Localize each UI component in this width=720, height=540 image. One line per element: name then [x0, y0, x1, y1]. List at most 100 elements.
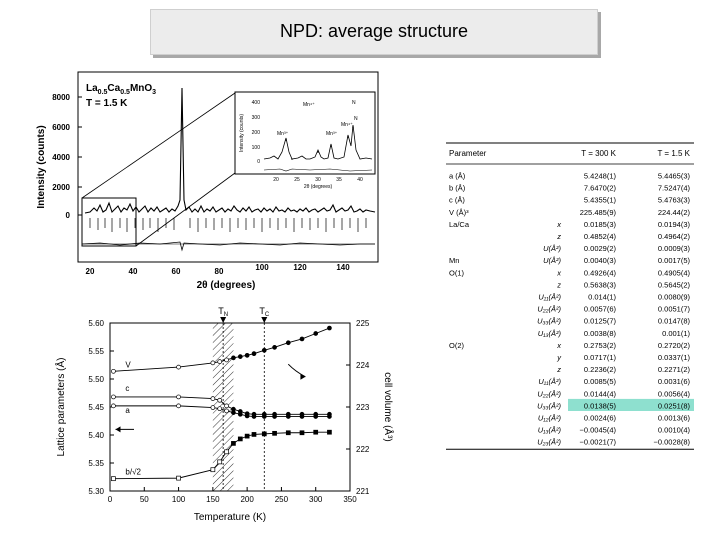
table-cell-1.5k: 0.001(1)	[662, 329, 690, 338]
marker-label: TN	[218, 306, 228, 318]
data-point	[299, 336, 305, 342]
data-point	[176, 403, 181, 409]
table-cell-300k: 0.2236(2)	[584, 365, 617, 374]
table-cell-300k: 0.014(1)	[588, 293, 616, 302]
table-cell-coord: z	[556, 365, 561, 374]
npd-inset: Intensity (counts) 400 300 200 100 0 20 …	[234, 91, 376, 190]
table-header: Parameter	[449, 149, 487, 158]
table-cell-coord: U₃₃(Å²)	[537, 401, 561, 410]
table-cell-coord: z	[556, 280, 561, 289]
data-point	[237, 411, 243, 417]
table-header: T = 300 K	[581, 149, 616, 158]
series-label: b/√2	[125, 468, 141, 477]
data-point	[217, 459, 223, 465]
table-cell-coord: x	[556, 341, 561, 350]
series-label: c	[125, 384, 129, 393]
y-tick-label: 5.35	[88, 459, 104, 468]
table-cell-300k: 0.0057(6)	[584, 305, 617, 314]
table-cell-300k: −0.0021(7)	[580, 438, 617, 447]
data-point	[244, 352, 250, 358]
data-point	[210, 360, 216, 366]
marker-arrow	[261, 317, 268, 323]
data-point	[261, 414, 267, 419]
data-point	[327, 414, 332, 419]
data-point	[251, 432, 257, 437]
table-cell-300k: −0.0045(4)	[580, 426, 617, 435]
title-box: NPD: average structure	[150, 9, 598, 55]
inset-ytick: 100	[252, 145, 261, 151]
lattice-y2label: cell volume (Å³)	[382, 372, 395, 441]
table-cell-300k: 7.6470(2)	[584, 184, 617, 193]
table-cell-300k: 0.4926(4)	[584, 268, 617, 277]
inset-xtick: 25	[294, 177, 300, 183]
npd-xtick: 40	[129, 267, 138, 276]
table-cell-1.5k: −0.0028(8)	[654, 438, 691, 447]
npd-ytick: 4000	[52, 153, 70, 162]
data-point	[272, 345, 277, 350]
data-point	[176, 475, 181, 481]
y2-tick-label: 225	[356, 319, 370, 328]
zoom-region-box	[81, 197, 137, 247]
table-cell-1.5k: 5.4465(3)	[658, 172, 691, 181]
table-cell-param: b (Å)	[449, 184, 466, 193]
table-cell-1.5k: 0.0031(6)	[658, 377, 691, 386]
data-point	[327, 429, 332, 435]
table-cell-param: O(2)	[449, 341, 465, 350]
compound-label: La0.5Ca0.5MnO3	[86, 83, 156, 96]
table-cell-300k: 0.0085(5)	[584, 377, 617, 386]
npd-xtick: 20	[86, 267, 95, 276]
inset-peak-label: N	[352, 100, 356, 106]
table-cell-coord: U₃₃(Å²)	[537, 317, 561, 326]
npd-xtick: 120	[293, 263, 307, 272]
table-cell-1.5k: 0.0080(9)	[658, 293, 691, 302]
data-point	[111, 394, 116, 400]
data-point	[272, 430, 277, 436]
table-cell-coord: U₂₂(Å²)	[537, 305, 561, 314]
table-cell-300k: 0.0717(1)	[584, 353, 617, 362]
data-point	[231, 355, 236, 361]
x-tick-label: 250	[275, 495, 289, 504]
x-tick-label: 0	[108, 495, 113, 504]
table-cell-300k: 225.485(9)	[580, 208, 617, 217]
table-cell-300k: 0.0185(3)	[584, 220, 617, 229]
table-cell-param: La/Ca	[449, 220, 470, 229]
inset-ytick: 0	[257, 159, 260, 165]
data-point	[285, 414, 291, 419]
table-cell-coord: U₂₂(Å²)	[537, 389, 561, 398]
npd-xtick: 60	[172, 267, 181, 276]
table-cell-1.5k: 5.4763(3)	[658, 196, 691, 205]
y-tick-label: 5.60	[88, 319, 104, 328]
y-tick-label: 5.30	[88, 487, 104, 496]
inset-peak-label: Mn³⁺	[277, 131, 289, 137]
data-point	[217, 397, 223, 403]
table-cell-coord: U₂₃(Å²)	[537, 438, 561, 447]
data-point	[210, 396, 216, 401]
table-cell-coord: U(Å²)	[543, 256, 561, 265]
data-point	[299, 430, 305, 436]
highlight-row	[568, 398, 694, 411]
table-cell-coord: U₁₁(Å²)	[538, 377, 561, 386]
y-tick-label: 5.50	[88, 375, 104, 384]
inset-xtick: 40	[357, 177, 363, 183]
data-point	[111, 476, 116, 482]
table-cell-300k: 0.4852(4)	[584, 232, 617, 241]
marker-arrow	[220, 317, 227, 323]
table-cell-1.5k: 0.0147(8)	[658, 317, 691, 326]
table-cell-param: Mn	[449, 256, 459, 265]
table-cell-300k: 0.0138(5)	[584, 401, 617, 410]
data-point	[285, 430, 291, 436]
table-cell-300k: 0.0040(3)	[584, 256, 617, 265]
table-cell-1.5k: 0.2720(2)	[658, 341, 691, 350]
table-cell-param: c (Å)	[449, 196, 465, 205]
x-tick-label: 350	[343, 495, 357, 504]
table-header: T = 1.5 K	[657, 149, 690, 158]
table-cell-1.5k: 0.0017(5)	[658, 256, 691, 265]
data-point	[313, 429, 319, 435]
data-point	[272, 414, 277, 419]
table-cell-coord: x	[556, 220, 561, 229]
table-cell-coord: x	[556, 268, 561, 277]
table-cell-1.5k: 0.5645(2)	[658, 280, 691, 289]
table-cell-300k: 0.0144(4)	[584, 389, 617, 398]
temperature-label: T = 1.5 K	[86, 98, 128, 109]
table-cell-1.5k: 7.5247(4)	[658, 184, 691, 193]
